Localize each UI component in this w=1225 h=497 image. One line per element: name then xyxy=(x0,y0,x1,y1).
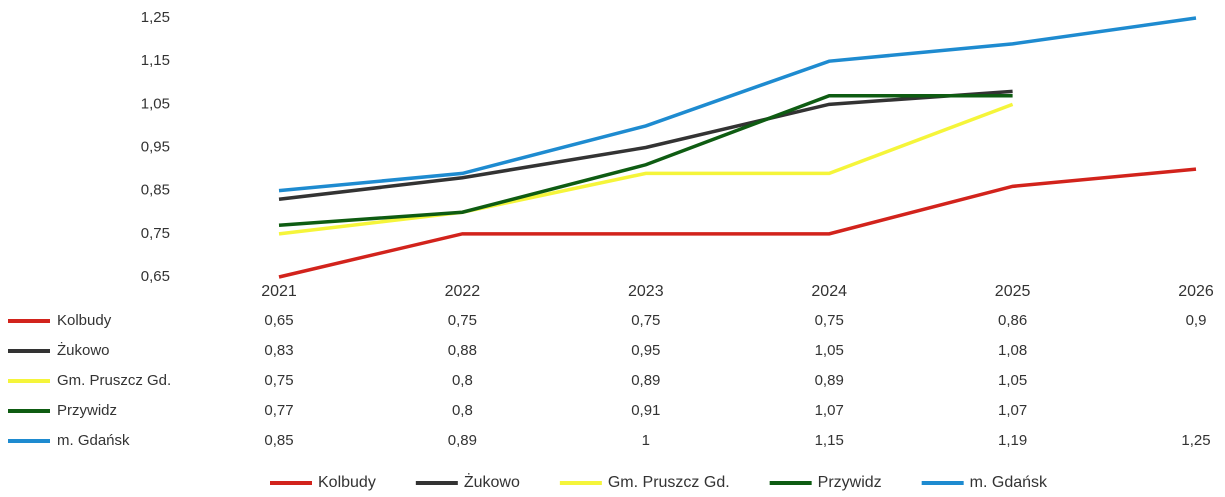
table-cell: 0,75 xyxy=(448,312,477,329)
table-cell: 0,89 xyxy=(631,372,660,389)
table-row-label: m. Gdańsk xyxy=(57,432,130,449)
table-cell: 1,05 xyxy=(815,342,844,359)
table-row-label: Przywidz xyxy=(57,402,117,419)
table-cell: 0,95 xyxy=(631,342,660,359)
table-cell: 0,8 xyxy=(452,372,473,389)
table-cell: 0,77 xyxy=(264,402,293,419)
table-cell: 0,83 xyxy=(264,342,293,359)
y-tick-label: 1,05 xyxy=(141,95,170,112)
table-cell: 0,91 xyxy=(631,402,660,419)
table-row-label: Żukowo xyxy=(57,341,110,359)
series-line xyxy=(278,102,1014,236)
table-cell: 0,85 xyxy=(264,432,293,449)
x-tick-label: 2025 xyxy=(995,283,1031,300)
table-cell: 0,8 xyxy=(452,402,473,419)
x-tick-label: 2026 xyxy=(1178,283,1214,300)
table-cell: 0,75 xyxy=(631,312,660,329)
table-row-label: Kolbudy xyxy=(57,312,112,329)
y-tick-label: 0,75 xyxy=(141,225,170,242)
y-tick-label: 0,95 xyxy=(141,138,170,155)
y-tick-label: 0,65 xyxy=(141,268,170,285)
table-cell: 0,89 xyxy=(815,372,844,389)
table-cell: 0,89 xyxy=(448,432,477,449)
table-cell: 0,75 xyxy=(815,312,844,329)
x-tick-label: 2024 xyxy=(811,283,847,300)
x-tick-label: 2023 xyxy=(628,283,664,300)
table-cell: 1,25 xyxy=(1181,432,1210,449)
y-tick-label: 1,25 xyxy=(141,9,170,26)
table-cell: 0,88 xyxy=(448,342,477,359)
series-line xyxy=(278,93,1013,227)
series-line xyxy=(278,16,1197,193)
table-cell: 1,15 xyxy=(815,432,844,449)
legend-label: Gm. Pruszcz Gd. xyxy=(608,474,730,491)
legend-label: Przywidz xyxy=(818,474,882,491)
table-cell: 0,65 xyxy=(264,312,293,329)
series-line xyxy=(278,89,1013,202)
x-tick-label: 2021 xyxy=(261,283,297,300)
table-cell: 1,05 xyxy=(998,372,1027,389)
y-tick-label: 1,15 xyxy=(141,52,170,69)
table-cell: 1,07 xyxy=(815,402,844,419)
x-tick-label: 2022 xyxy=(445,283,481,300)
table-cell: 1,07 xyxy=(998,402,1027,419)
legend-label: Żukowo xyxy=(464,472,520,491)
series-line xyxy=(278,167,1197,279)
table-cell: 0,86 xyxy=(998,312,1027,329)
table-cell: 0,75 xyxy=(264,372,293,389)
table-row-label: Gm. Pruszcz Gd. xyxy=(57,372,171,389)
table-cell: 1,19 xyxy=(998,432,1027,449)
table-cell: 0,9 xyxy=(1186,312,1207,329)
table-cell: 1 xyxy=(642,432,650,449)
table-cell: 1,08 xyxy=(998,342,1027,359)
legend-label: m. Gdańsk xyxy=(970,474,1048,491)
y-tick-label: 0,85 xyxy=(141,182,170,199)
legend-label: Kolbudy xyxy=(318,474,376,491)
